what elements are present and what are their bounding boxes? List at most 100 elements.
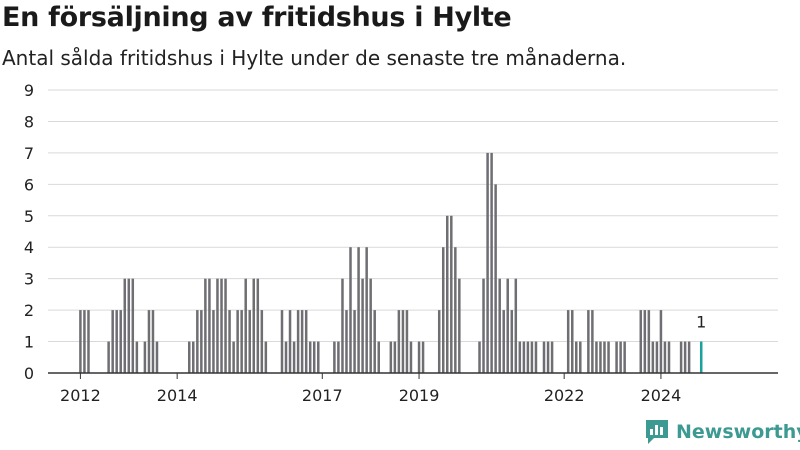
bar <box>514 278 518 373</box>
bar <box>619 341 622 373</box>
bar <box>599 341 602 373</box>
bar <box>393 341 397 373</box>
bar <box>502 310 505 373</box>
bar <box>450 215 453 373</box>
x-tick-label: 2019 <box>399 386 440 405</box>
bar <box>345 310 348 373</box>
bar <box>256 278 260 373</box>
bar <box>119 310 122 373</box>
bar <box>534 341 538 373</box>
bar <box>687 341 691 373</box>
bar <box>248 310 251 373</box>
bar <box>212 310 215 373</box>
bar <box>204 278 207 373</box>
bar <box>615 341 618 373</box>
bar <box>260 310 264 373</box>
bar <box>607 341 610 373</box>
bar <box>498 278 501 373</box>
bar <box>87 310 90 373</box>
bar-latest <box>699 341 703 373</box>
bar <box>542 341 546 373</box>
bar <box>292 341 296 373</box>
y-tick-label: 9 <box>24 81 34 100</box>
bar <box>546 341 550 373</box>
bar <box>107 341 110 373</box>
bar <box>143 341 147 373</box>
bar <box>397 310 401 373</box>
x-axis: 2012 2014 2017 2019 2022 2024 <box>48 372 778 405</box>
bar <box>240 310 243 373</box>
bars <box>79 152 703 373</box>
data-labels: 1 <box>696 313 706 332</box>
bar <box>252 278 255 373</box>
bar <box>667 341 671 373</box>
bar <box>659 310 663 373</box>
bar <box>651 341 655 373</box>
bar <box>333 341 336 373</box>
bar <box>131 278 135 373</box>
bar <box>550 341 554 373</box>
x-tick-label: 2017 <box>302 386 343 405</box>
bar <box>232 341 235 373</box>
bar <box>83 310 86 373</box>
bar <box>111 310 114 373</box>
bar <box>655 341 659 373</box>
bar <box>361 278 364 373</box>
bar <box>236 310 239 373</box>
bar <box>639 310 643 373</box>
bar <box>228 310 231 373</box>
bar <box>357 247 360 373</box>
bar <box>623 341 626 373</box>
bar <box>135 341 139 373</box>
bar <box>216 278 219 373</box>
bar-chart-logo-icon <box>646 420 668 444</box>
bar <box>353 310 356 373</box>
gridlines <box>48 89 778 343</box>
bar <box>522 341 526 373</box>
bar <box>603 341 606 373</box>
bar <box>365 247 368 373</box>
bar <box>494 184 497 373</box>
bar <box>587 310 590 373</box>
chart-subtitle: Antal sålda fritidshus i Hylte under de … <box>2 46 627 70</box>
y-tick-label: 0 <box>24 364 34 383</box>
bar <box>643 310 647 373</box>
brand-name: Newsworthy <box>676 421 800 443</box>
bar <box>312 341 316 373</box>
bar <box>369 278 372 373</box>
y-tick-label: 2 <box>24 301 34 320</box>
bar <box>417 341 421 373</box>
y-tick-label: 8 <box>24 112 34 131</box>
y-tick-label: 4 <box>24 238 34 257</box>
bar <box>595 341 598 373</box>
bar <box>373 310 376 373</box>
bar <box>349 247 352 373</box>
bar <box>151 310 155 373</box>
bar <box>679 341 683 373</box>
y-tick-label: 5 <box>24 207 34 226</box>
x-tick-label: 2024 <box>641 386 682 405</box>
y-tick-label: 6 <box>24 175 34 194</box>
chart-title: En försäljning av fritidshus i Hylte <box>2 2 512 33</box>
bar <box>510 310 514 373</box>
bar <box>409 341 413 373</box>
bar <box>337 341 340 373</box>
bar <box>200 310 203 373</box>
bar <box>280 310 284 373</box>
bar <box>308 341 312 373</box>
bar <box>147 310 151 373</box>
bar <box>155 341 159 373</box>
bar <box>208 278 211 373</box>
bar <box>518 341 522 373</box>
x-tick-label: 2012 <box>60 386 101 405</box>
bar <box>224 278 227 373</box>
bar <box>566 310 570 373</box>
bar <box>389 341 393 373</box>
bar <box>244 278 247 373</box>
bar <box>317 341 320 373</box>
bar <box>405 310 409 373</box>
bar <box>115 310 118 373</box>
bar <box>220 278 223 373</box>
bar <box>377 341 380 373</box>
bar <box>341 278 344 373</box>
